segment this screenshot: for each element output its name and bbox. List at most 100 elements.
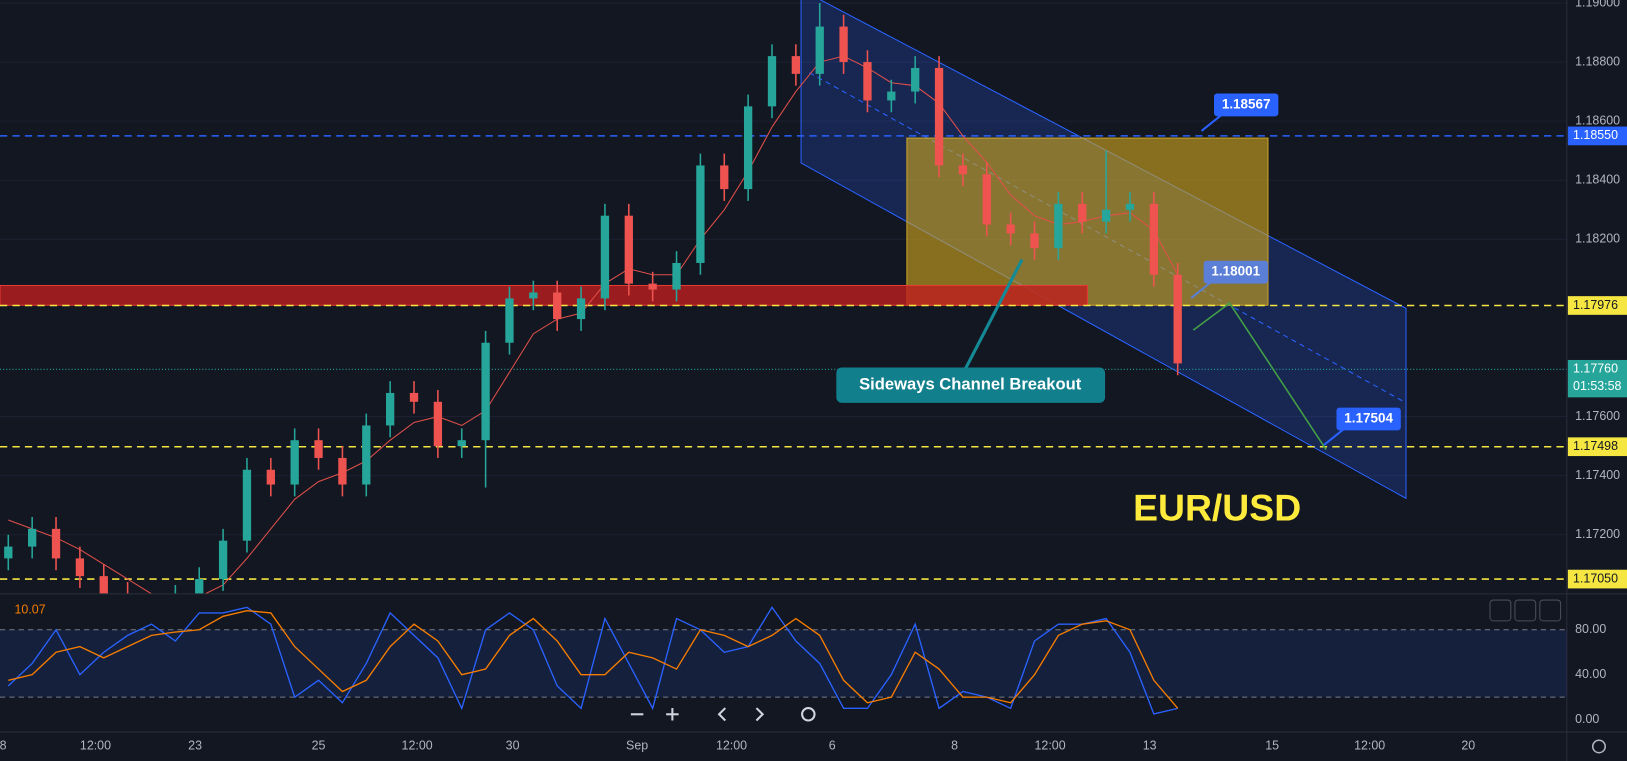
candle-body xyxy=(362,425,371,485)
level-tag-label: 1.17976 xyxy=(1573,298,1618,312)
zoom-toolbar[interactable] xyxy=(630,707,816,722)
level-tag xyxy=(1567,126,1627,146)
candle-body xyxy=(791,56,801,74)
callout-pointer xyxy=(1200,113,1223,132)
moving-average xyxy=(8,55,1179,594)
maximize-button[interactable] xyxy=(1539,599,1562,622)
candle-body xyxy=(648,283,657,290)
settings-button[interactable] xyxy=(1591,739,1606,754)
candle-body xyxy=(385,392,395,426)
candle-body xyxy=(1006,224,1015,234)
y-tick-label: 1.18600 xyxy=(1575,113,1620,127)
symbol-title: EUR/USD xyxy=(1133,487,1301,529)
candle-body xyxy=(1101,209,1111,222)
candle-body xyxy=(99,576,108,594)
x-tick-label: 20 xyxy=(1461,739,1475,753)
y-tick-label: 1.17200 xyxy=(1575,527,1620,541)
candle-body xyxy=(982,174,991,225)
level-tag xyxy=(1567,437,1627,457)
candle-body xyxy=(600,215,610,299)
y-tick-label: 1.18400 xyxy=(1575,173,1620,187)
stochastic-tick-label: 0.00 xyxy=(1575,712,1599,726)
scroll-left[interactable] xyxy=(717,707,727,722)
x-tick-label: 25 xyxy=(312,739,326,753)
x-tick-label: 15 xyxy=(1265,739,1279,753)
countdown: 01:53:58 xyxy=(1573,379,1621,393)
candle-body xyxy=(576,298,586,320)
candle-body xyxy=(696,165,705,263)
stochastic-line xyxy=(8,610,1179,709)
x-tick-label: 23 xyxy=(188,739,202,753)
candle-body xyxy=(28,528,37,547)
candle-body xyxy=(4,546,13,559)
level-tag-label: 1.18550 xyxy=(1573,128,1618,142)
close-button[interactable] xyxy=(1514,599,1537,622)
stochastic-band xyxy=(0,629,1567,698)
y-tick-label: 1.18800 xyxy=(1575,54,1620,68)
candle-body xyxy=(624,215,633,284)
level-tag-label: 1.17050 xyxy=(1573,571,1618,585)
y-tick-label: 1.17600 xyxy=(1575,409,1620,423)
reset[interactable] xyxy=(801,707,816,722)
current-price-label: 1.17760 xyxy=(1573,362,1618,376)
candle-body xyxy=(743,106,753,190)
candle-body xyxy=(529,292,538,299)
candle-body xyxy=(720,165,729,190)
callout-box xyxy=(1214,93,1279,117)
current-price-tag xyxy=(1567,359,1627,398)
level-tag xyxy=(1567,296,1627,315)
callout-box xyxy=(1203,260,1268,284)
annotation-box xyxy=(836,367,1106,403)
y-tick-label: 1.18200 xyxy=(1575,232,1620,246)
candle-body xyxy=(409,392,419,402)
candle-body xyxy=(767,56,777,107)
annotation-pointer xyxy=(963,258,1024,371)
x-tick-label: 6 xyxy=(829,739,836,753)
candle-body xyxy=(1173,274,1182,364)
callout-pointer xyxy=(1323,427,1346,446)
projection-arrow xyxy=(1192,302,1327,450)
candle-body xyxy=(242,469,252,541)
candle-body xyxy=(863,62,872,101)
move-up-button[interactable] xyxy=(1489,599,1512,622)
annotation: Sideways Channel Breakout xyxy=(859,375,1082,394)
candle-body xyxy=(887,91,896,101)
candle-body xyxy=(934,67,944,166)
x-tick-label: 12:00 xyxy=(402,739,433,753)
x-tick-label: 12:00 xyxy=(716,739,747,753)
candle-body xyxy=(958,165,968,175)
candle-body xyxy=(481,342,490,441)
candle-body xyxy=(314,440,323,458)
callout-label: 1.17504 xyxy=(1344,411,1393,426)
candle-body xyxy=(457,440,466,447)
candle-body xyxy=(218,540,228,580)
candle-body xyxy=(338,457,347,485)
candle-body xyxy=(1125,203,1135,210)
candle-body xyxy=(195,579,204,594)
candle-body xyxy=(51,528,61,559)
pane-buttons[interactable] xyxy=(1489,599,1562,622)
x-tick-label: 12:00 xyxy=(1354,739,1385,753)
scroll-right[interactable] xyxy=(755,707,765,722)
stochastic-tick-label: 40.00 xyxy=(1575,667,1606,681)
x-tick-label: 12:00 xyxy=(1035,739,1066,753)
candle-body xyxy=(815,26,824,74)
candle-body xyxy=(911,67,920,92)
level-tag-label: 1.17498 xyxy=(1573,439,1618,453)
candle-body xyxy=(1030,233,1039,249)
callout-box xyxy=(1336,407,1401,431)
candle-body xyxy=(1149,203,1158,275)
x-tick-label: 13 xyxy=(1143,739,1157,753)
x-tick-label: 12:00 xyxy=(80,739,111,753)
candle-body xyxy=(290,440,299,485)
candle-body xyxy=(75,558,85,577)
candle-body xyxy=(266,469,275,485)
callout-pointer xyxy=(1190,280,1213,299)
candle-body xyxy=(1078,203,1087,222)
candle-body xyxy=(672,262,681,290)
candle-body xyxy=(433,401,443,447)
x-tick-label: 30 xyxy=(506,739,520,753)
candle-body xyxy=(839,26,848,63)
